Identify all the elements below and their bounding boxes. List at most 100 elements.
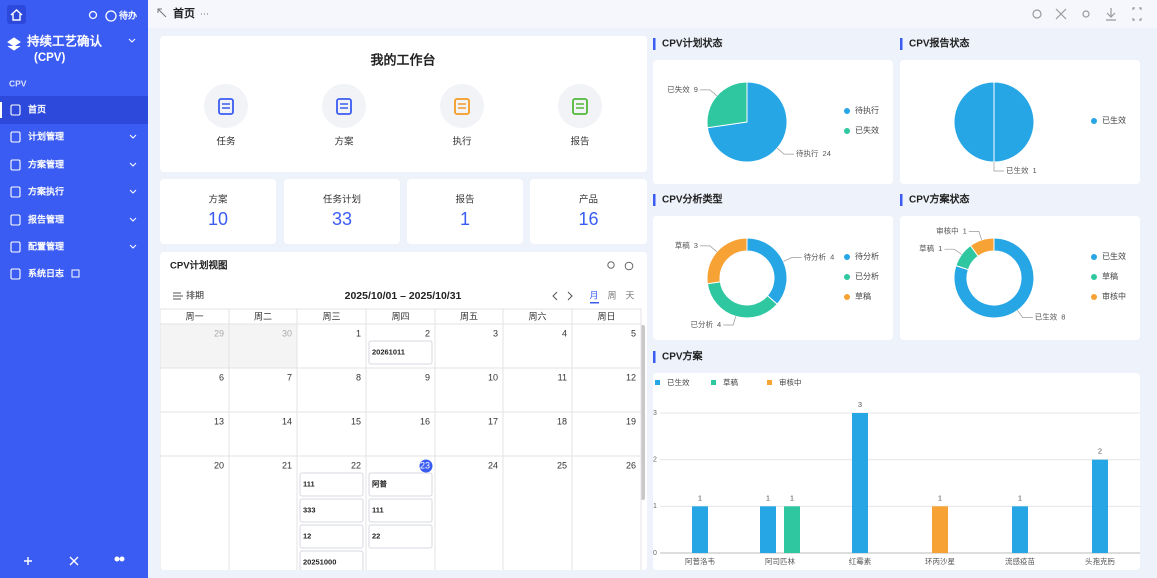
view-tab[interactable]: 天: [625, 290, 634, 300]
bar[interactable]: [852, 413, 868, 553]
add-icon[interactable]: [24, 557, 32, 565]
day-number: 14: [282, 416, 292, 426]
magic-icon[interactable]: [69, 556, 79, 566]
event-chip[interactable]: [368, 472, 433, 497]
cal-refresh-icon[interactable]: [624, 261, 634, 271]
legend-swatch: [711, 380, 716, 385]
chart-card: [653, 373, 1140, 570]
menu-item[interactable]: 方案执行: [28, 185, 64, 196]
download-icon[interactable]: [1106, 8, 1116, 21]
menu-item[interactable]: 首页: [28, 103, 46, 114]
slice-label: 草稿 1: [919, 243, 942, 253]
menu-item[interactable]: 配置管理: [28, 240, 64, 251]
workbench-icon-bg[interactable]: [558, 84, 602, 128]
legend-swatch: [844, 294, 850, 300]
calendar-title: CPV计划视图: [170, 260, 228, 272]
bar[interactable]: [932, 506, 948, 553]
slice-value: 3: [694, 241, 698, 250]
header-tools: [1032, 7, 1142, 21]
legend-label[interactable]: 待分析: [855, 251, 879, 261]
schedule-button[interactable]: 排期: [186, 289, 204, 300]
event-chip[interactable]: [299, 472, 364, 497]
menu-item[interactable]: 计划管理: [28, 130, 64, 141]
event-chip[interactable]: [299, 550, 364, 574]
slice-label: 已失效 9: [667, 84, 698, 94]
cal-nav[interactable]: [552, 291, 573, 301]
refresh-icon[interactable]: [1032, 9, 1042, 19]
y-tick-label: 2: [653, 457, 657, 464]
collapse-chevron[interactable]: [128, 38, 136, 43]
day-number: 25: [557, 460, 567, 470]
bar[interactable]: [692, 506, 708, 553]
donut-slice[interactable]: [953, 237, 1035, 319]
legend-label[interactable]: 已失效: [855, 125, 879, 135]
bar[interactable]: [760, 506, 776, 553]
slice-name: 已分析: [691, 319, 714, 329]
bar-value-label: 1: [698, 493, 702, 502]
workbench-icon-bg[interactable]: [204, 84, 248, 128]
event-chip[interactable]: [368, 498, 433, 523]
legend-label[interactable]: 草稿: [723, 377, 738, 387]
cal-search-icon[interactable]: [607, 261, 615, 269]
event-chip[interactable]: [368, 340, 433, 365]
day-number: 2: [425, 328, 430, 338]
collapse-icon[interactable]: [157, 8, 167, 18]
scrollbar[interactable]: [641, 325, 645, 500]
slice-name: 审核中: [936, 225, 959, 235]
bar[interactable]: [784, 506, 800, 553]
chart-title-bar: [900, 38, 903, 50]
weekday: 周二: [254, 311, 272, 321]
today-marker: [419, 459, 433, 473]
legend-label[interactable]: 待执行: [855, 105, 879, 115]
sidebar-bottom-tools: [24, 556, 125, 566]
slice-name: 草稿: [919, 243, 934, 253]
view-tab[interactable]: 月: [589, 290, 598, 300]
event-chip[interactable]: [368, 524, 433, 549]
label-line: [723, 316, 737, 326]
legend-label[interactable]: 已生效: [667, 377, 690, 387]
legend-label[interactable]: 已分析: [855, 271, 879, 281]
workbench-icon-bg[interactable]: [440, 84, 484, 128]
donut-slice[interactable]: [969, 237, 995, 257]
home-button[interactable]: [7, 5, 26, 24]
other-month-cell: [160, 324, 229, 368]
menu-item[interactable]: 系统日志: [28, 267, 64, 278]
menu-item[interactable]: 报告管理: [28, 213, 64, 224]
share-icon[interactable]: [1082, 10, 1090, 18]
stat-card: [284, 179, 400, 244]
bar[interactable]: [1012, 506, 1028, 553]
x-tick-label: 阿司匹林: [765, 556, 795, 566]
legend-label[interactable]: 草稿: [1102, 271, 1118, 281]
workbench-icon-bg[interactable]: [322, 84, 366, 128]
close-icon[interactable]: [1055, 8, 1067, 20]
event-label: 22: [372, 531, 380, 540]
legend-label[interactable]: 审核中: [1102, 291, 1126, 301]
x-tick-label: 环丙沙星: [925, 557, 955, 566]
legend-label[interactable]: 已生效: [1102, 115, 1126, 125]
menu-chevron: [129, 134, 137, 139]
todo-icon[interactable]: [105, 10, 117, 22]
event-chip[interactable]: [299, 524, 364, 549]
fullscreen-icon[interactable]: [1132, 7, 1142, 21]
bar-value-label: 3: [858, 400, 862, 409]
event-chip[interactable]: [299, 498, 364, 523]
legend-label[interactable]: 已生效: [1102, 251, 1126, 261]
label-line: [699, 89, 717, 97]
donut-slice[interactable]: [706, 237, 748, 285]
event-label: 12: [303, 531, 311, 540]
bar[interactable]: [1092, 459, 1108, 553]
workbench-icon-lines: [576, 103, 584, 109]
day-number: 17: [488, 416, 498, 426]
menu-item[interactable]: 方案管理: [28, 158, 64, 169]
legend-label[interactable]: 草稿: [855, 291, 871, 301]
pie-slice[interactable]: [953, 81, 1035, 163]
users-icon[interactable]: [114, 556, 120, 562]
stat-card: [160, 179, 276, 244]
view-tab[interactable]: 周: [607, 290, 616, 300]
day-number: 18: [557, 416, 567, 426]
menu-chevron: [129, 217, 137, 222]
legend-label[interactable]: 审核中: [779, 377, 802, 387]
menu-chevron: [129, 244, 137, 249]
search-icon[interactable]: [88, 10, 98, 20]
